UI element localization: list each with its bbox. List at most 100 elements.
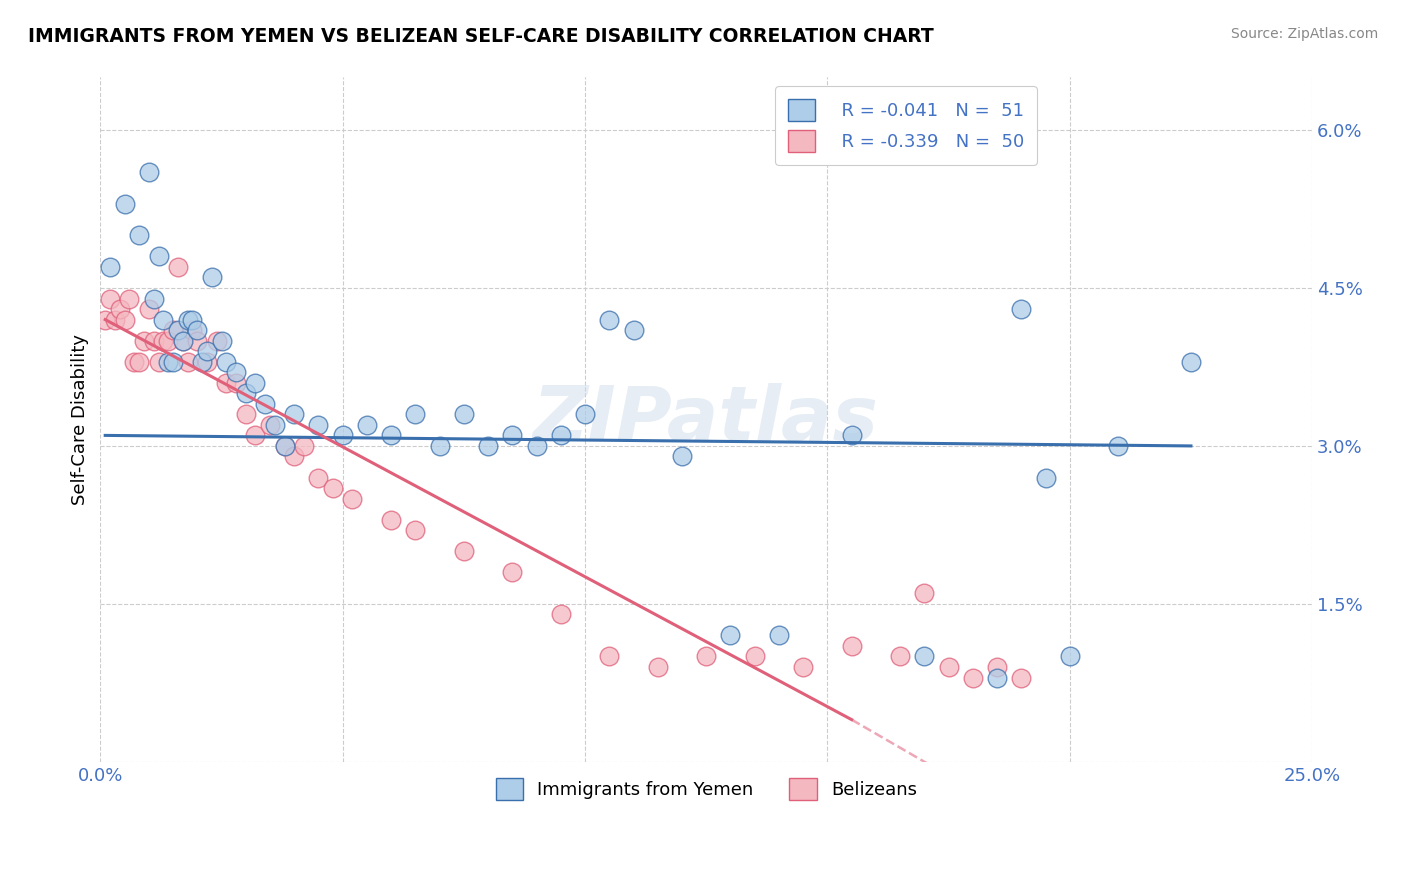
Point bbox=[1107, 439, 1129, 453]
Point bbox=[1059, 649, 1081, 664]
Point bbox=[1035, 470, 1057, 484]
Point bbox=[550, 428, 572, 442]
Point bbox=[167, 260, 190, 274]
Point bbox=[671, 450, 693, 464]
Point bbox=[181, 312, 204, 326]
Point bbox=[176, 354, 198, 368]
Point bbox=[501, 428, 523, 442]
Point bbox=[118, 292, 141, 306]
Point bbox=[404, 408, 426, 422]
Point bbox=[215, 354, 238, 368]
Point bbox=[157, 354, 180, 368]
Point bbox=[152, 334, 174, 348]
Point bbox=[114, 312, 136, 326]
Point bbox=[191, 354, 214, 368]
Point bbox=[1010, 301, 1032, 316]
Point bbox=[128, 228, 150, 243]
Point bbox=[342, 491, 364, 506]
Point bbox=[114, 196, 136, 211]
Point bbox=[195, 344, 218, 359]
Point bbox=[157, 334, 180, 348]
Point bbox=[205, 334, 228, 348]
Point bbox=[148, 249, 170, 263]
Point bbox=[429, 439, 451, 453]
Point bbox=[152, 312, 174, 326]
Point bbox=[94, 312, 117, 326]
Point bbox=[195, 354, 218, 368]
Point bbox=[142, 292, 165, 306]
Point bbox=[215, 376, 238, 390]
Point bbox=[792, 660, 814, 674]
Y-axis label: Self-Care Disability: Self-Care Disability bbox=[72, 334, 89, 505]
Point bbox=[598, 312, 620, 326]
Point bbox=[695, 649, 717, 664]
Legend: Immigrants from Yemen, Belizeans: Immigrants from Yemen, Belizeans bbox=[481, 764, 931, 814]
Point bbox=[235, 386, 257, 401]
Point bbox=[172, 334, 194, 348]
Point bbox=[235, 408, 257, 422]
Point bbox=[768, 628, 790, 642]
Point bbox=[889, 649, 911, 664]
Point bbox=[273, 439, 295, 453]
Point bbox=[453, 408, 475, 422]
Text: ZIPatlas: ZIPatlas bbox=[533, 383, 879, 457]
Point bbox=[138, 165, 160, 179]
Point bbox=[254, 397, 277, 411]
Point bbox=[912, 586, 935, 600]
Point bbox=[124, 354, 146, 368]
Point bbox=[128, 354, 150, 368]
Point bbox=[186, 334, 208, 348]
Point bbox=[404, 523, 426, 537]
Point bbox=[574, 408, 596, 422]
Point bbox=[104, 312, 127, 326]
Point bbox=[380, 513, 402, 527]
Point bbox=[380, 428, 402, 442]
Point bbox=[162, 323, 184, 337]
Point bbox=[720, 628, 742, 642]
Point bbox=[332, 428, 354, 442]
Point bbox=[308, 417, 330, 432]
Point bbox=[186, 323, 208, 337]
Point bbox=[142, 334, 165, 348]
Point bbox=[744, 649, 766, 664]
Point bbox=[181, 323, 204, 337]
Point bbox=[986, 660, 1008, 674]
Point bbox=[259, 417, 281, 432]
Point bbox=[1010, 671, 1032, 685]
Point bbox=[201, 270, 224, 285]
Point bbox=[986, 671, 1008, 685]
Point bbox=[526, 439, 548, 453]
Point bbox=[225, 365, 247, 379]
Point bbox=[938, 660, 960, 674]
Point bbox=[962, 671, 984, 685]
Point bbox=[245, 376, 267, 390]
Point bbox=[263, 417, 285, 432]
Point bbox=[283, 408, 305, 422]
Point bbox=[211, 334, 233, 348]
Point bbox=[225, 376, 247, 390]
Point bbox=[322, 481, 344, 495]
Point bbox=[841, 428, 863, 442]
Point bbox=[598, 649, 620, 664]
Point bbox=[356, 417, 378, 432]
Point bbox=[623, 323, 645, 337]
Point bbox=[138, 301, 160, 316]
Point bbox=[1180, 354, 1202, 368]
Point bbox=[283, 450, 305, 464]
Point bbox=[148, 354, 170, 368]
Point bbox=[550, 607, 572, 622]
Point bbox=[308, 470, 330, 484]
Point bbox=[176, 312, 198, 326]
Point bbox=[912, 649, 935, 664]
Point bbox=[108, 301, 131, 316]
Point bbox=[477, 439, 499, 453]
Text: IMMIGRANTS FROM YEMEN VS BELIZEAN SELF-CARE DISABILITY CORRELATION CHART: IMMIGRANTS FROM YEMEN VS BELIZEAN SELF-C… bbox=[28, 27, 934, 45]
Point bbox=[98, 292, 121, 306]
Point bbox=[98, 260, 121, 274]
Point bbox=[172, 334, 194, 348]
Point bbox=[132, 334, 155, 348]
Point bbox=[245, 428, 267, 442]
Point bbox=[162, 354, 184, 368]
Text: Source: ZipAtlas.com: Source: ZipAtlas.com bbox=[1230, 27, 1378, 41]
Point bbox=[453, 544, 475, 558]
